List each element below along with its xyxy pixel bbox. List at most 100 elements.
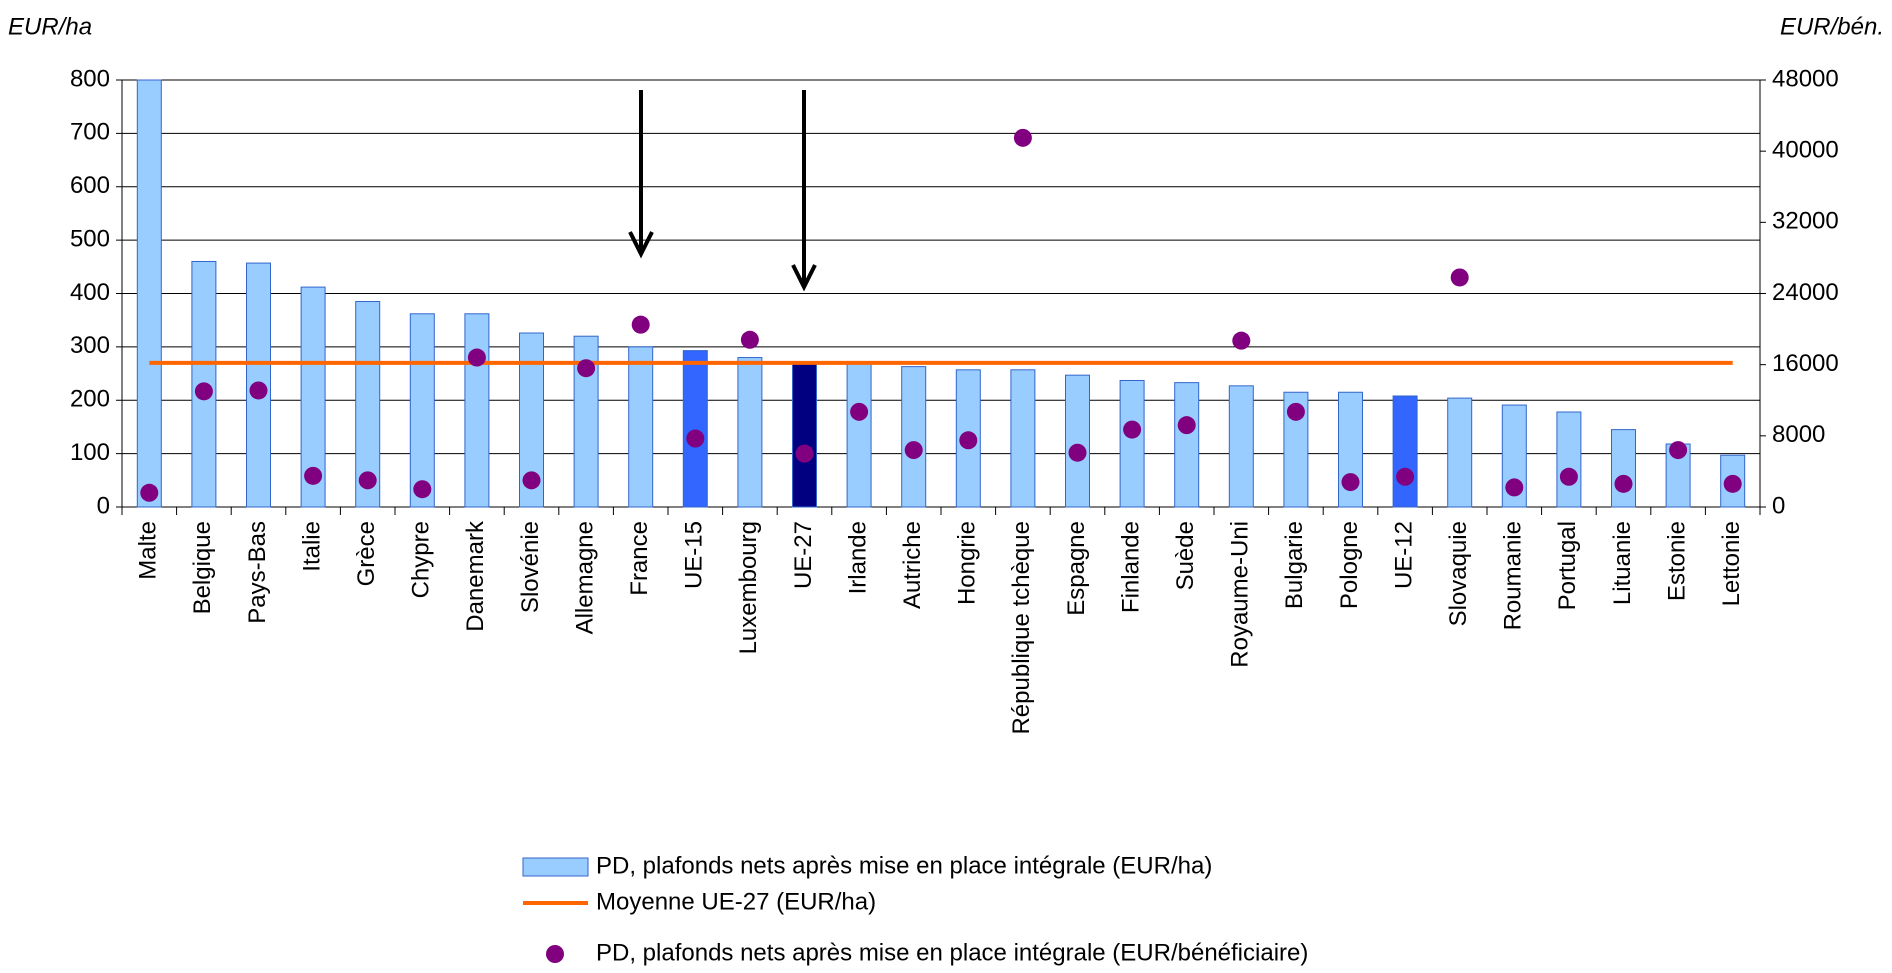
x-tick-label: Royaume-Uni <box>1227 521 1254 668</box>
dot <box>1013 128 1032 147</box>
dot <box>1614 474 1633 493</box>
dot <box>850 402 869 421</box>
x-tick-label: Lettonie <box>1718 521 1745 606</box>
bar <box>1228 385 1254 508</box>
bar <box>1447 397 1473 508</box>
x-tick-label: UE-12 <box>1390 521 1417 589</box>
y-tick-label: 200 <box>70 386 110 413</box>
x-tick-label: République tchèque <box>1008 521 1035 735</box>
dot <box>194 382 213 401</box>
dot <box>795 444 814 463</box>
dot <box>413 480 432 499</box>
x-tick-label: Danemark <box>462 520 489 632</box>
x-tick-label: Bulgarie <box>1281 521 1308 609</box>
dot <box>1723 474 1742 493</box>
y-tick-label: 100 <box>70 439 110 466</box>
dot <box>1396 467 1415 486</box>
bar <box>1174 382 1200 508</box>
y-tick-label: 400 <box>70 279 110 306</box>
x-tick-label: Pays-Bas <box>244 521 271 624</box>
x-tick-label: Lituanie <box>1609 521 1636 605</box>
dot <box>1232 331 1251 350</box>
dot <box>1068 443 1087 462</box>
x-tick-label: Slovaquie <box>1445 521 1472 626</box>
y2-tick-label: 16000 <box>1772 350 1839 377</box>
y-tick-label: 700 <box>70 119 110 146</box>
x-tick-label: UE-27 <box>790 521 817 589</box>
dot <box>1450 268 1469 287</box>
legend-label: PD, plafonds nets après mise en place in… <box>596 939 1308 966</box>
x-tick-label: Espagne <box>1063 521 1090 616</box>
bar <box>901 366 927 508</box>
dot <box>1286 402 1305 421</box>
x-tick-label: Italie <box>298 521 325 572</box>
y-tick-label: 300 <box>70 332 110 359</box>
dot <box>249 381 268 400</box>
x-tick-label: Malte <box>135 521 162 580</box>
dot <box>577 359 596 378</box>
x-tick-label: Suède <box>1172 521 1199 590</box>
dot <box>1177 416 1196 435</box>
x-tick-label: Allemagne <box>571 521 598 634</box>
x-tick-label: Luxembourg <box>735 521 762 654</box>
y2-tick-label: 40000 <box>1772 137 1839 164</box>
y-tick-label: 500 <box>70 225 110 252</box>
y-tick-label: 0 <box>97 492 110 519</box>
y2-tick-label: 32000 <box>1772 208 1839 235</box>
bar <box>792 362 817 508</box>
x-tick-label: France <box>626 521 653 596</box>
x-tick-label: Grèce <box>353 521 380 586</box>
y2-tick-label: 48000 <box>1772 65 1839 92</box>
dot <box>1559 467 1578 486</box>
bar <box>682 350 708 508</box>
bar <box>1010 369 1036 508</box>
dot <box>631 315 650 334</box>
x-tick-label: Estonie <box>1663 521 1690 601</box>
x-tick-label: Pologne <box>1336 521 1363 609</box>
dot <box>686 429 705 448</box>
y2-tick-label: 8000 <box>1772 421 1825 448</box>
dot <box>1669 441 1688 460</box>
bar <box>136 79 162 508</box>
legend-marker <box>546 945 564 963</box>
bar <box>409 313 435 508</box>
x-tick-label: Finlande <box>1117 521 1144 613</box>
dot <box>1341 473 1360 492</box>
x-tick-label: Hongrie <box>954 521 981 605</box>
y-axis-label: EUR/ha <box>8 13 92 40</box>
legend-marker <box>522 857 589 877</box>
legend-label: Moyenne UE-27 (EUR/ha) <box>596 888 876 915</box>
x-tick-label: Irlande <box>844 521 871 594</box>
dot <box>140 483 159 502</box>
dot <box>1123 420 1142 439</box>
x-tick-label: Autriche <box>899 521 926 609</box>
x-tick-label: Belgique <box>189 521 216 614</box>
x-tick-label: Slovénie <box>517 521 544 613</box>
bar <box>1392 395 1418 508</box>
dot <box>358 471 377 490</box>
x-tick-label: Roumanie <box>1500 521 1527 630</box>
dot <box>1505 478 1524 497</box>
bar <box>737 357 763 508</box>
bar <box>1611 429 1636 508</box>
y2-tick-label: 0 <box>1772 492 1785 519</box>
dot <box>304 466 323 485</box>
y2-axis-label: EUR/bén. <box>1780 13 1884 40</box>
dot <box>740 330 759 349</box>
bar <box>1556 411 1582 508</box>
legend-label: PD, plafonds nets après mise en place in… <box>596 852 1212 879</box>
y2-tick-label: 24000 <box>1772 279 1839 306</box>
dot <box>467 348 486 367</box>
bar <box>1119 380 1145 508</box>
dot <box>959 431 978 450</box>
dot <box>904 441 923 460</box>
y-tick-label: 800 <box>70 65 110 92</box>
y-tick-label: 600 <box>70 172 110 199</box>
arrow <box>628 90 817 292</box>
bar <box>464 313 490 508</box>
x-tick-label: Portugal <box>1554 521 1581 610</box>
x-tick-label: UE-15 <box>681 521 708 589</box>
bar <box>628 346 654 508</box>
bar <box>1065 374 1090 508</box>
